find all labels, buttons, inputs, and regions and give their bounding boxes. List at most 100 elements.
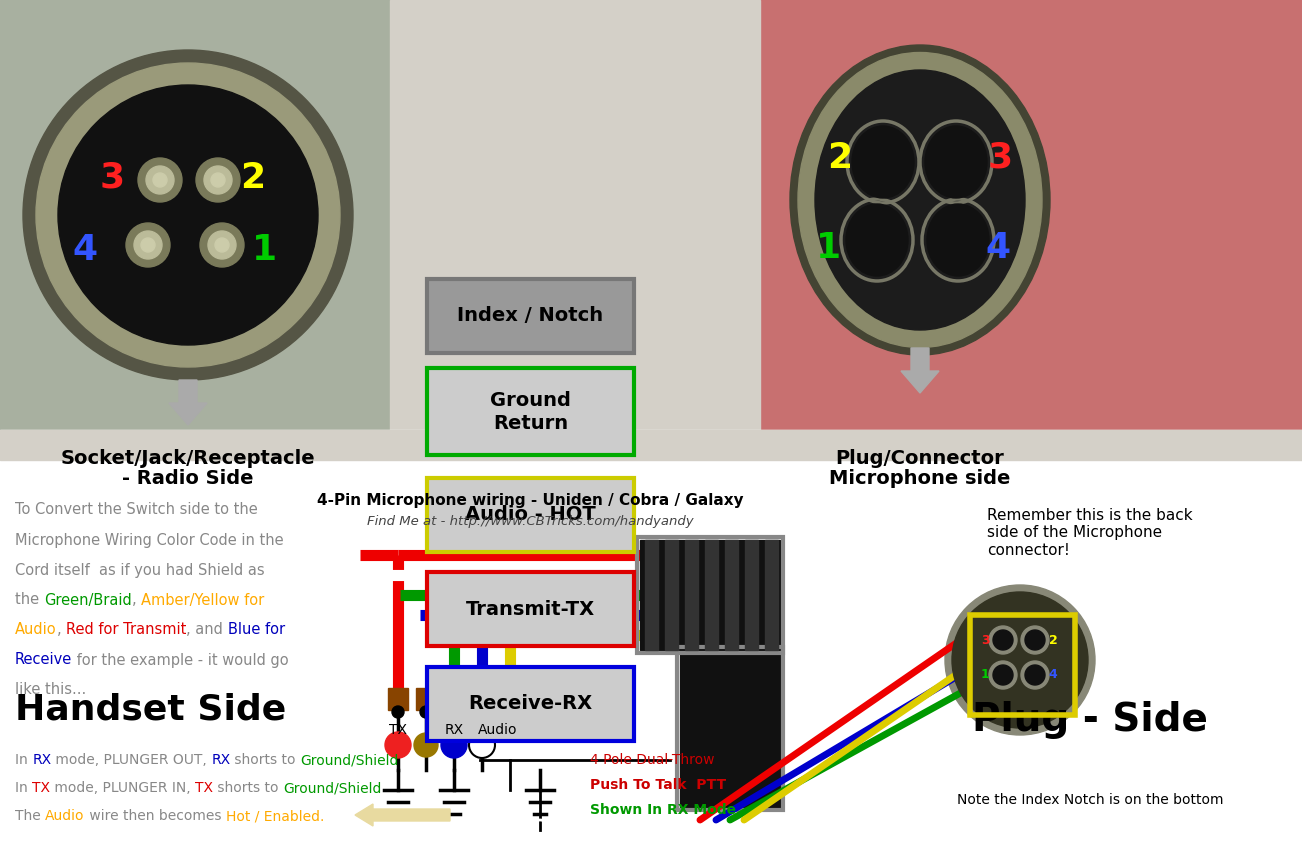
Ellipse shape: [815, 70, 1025, 330]
Circle shape: [441, 732, 467, 758]
FancyArrow shape: [901, 348, 939, 393]
Circle shape: [414, 733, 437, 757]
Text: Audio: Audio: [46, 809, 85, 823]
Text: Ground/Shield: Ground/Shield: [283, 781, 381, 795]
Bar: [680, 650, 780, 810]
Bar: [637, 537, 783, 653]
Text: Index / Notch: Index / Notch: [457, 306, 604, 325]
Circle shape: [215, 238, 229, 252]
Text: ,: ,: [132, 593, 141, 607]
Text: Plug/Connector: Plug/Connector: [836, 449, 1004, 468]
Circle shape: [993, 630, 1013, 650]
Circle shape: [204, 166, 232, 194]
Text: 4: 4: [986, 231, 1010, 265]
Text: for the example - it would go: for the example - it would go: [72, 652, 289, 668]
Bar: [641, 540, 780, 650]
Text: 3: 3: [987, 141, 1013, 175]
Bar: [473, 688, 492, 710]
Text: - Radio Side: - Radio Side: [122, 468, 254, 487]
Text: To Convert the Switch side to the: To Convert the Switch side to the: [16, 503, 258, 517]
Circle shape: [146, 166, 174, 194]
Bar: [704, 540, 717, 650]
Circle shape: [392, 706, 404, 718]
Text: TX: TX: [195, 781, 214, 795]
FancyBboxPatch shape: [427, 667, 634, 740]
Text: Red for Transmit: Red for Transmit: [66, 623, 186, 637]
Circle shape: [126, 223, 171, 267]
Text: Push To Talk  PTT: Push To Talk PTT: [590, 778, 727, 792]
Text: Blue for: Blue for: [228, 623, 285, 637]
Text: Cord itself  as if you had Shield as: Cord itself as if you had Shield as: [16, 563, 264, 577]
Circle shape: [993, 665, 1013, 685]
Ellipse shape: [924, 126, 987, 198]
Text: In: In: [16, 753, 33, 767]
Text: Shown In RX Mode: Shown In RX Mode: [590, 803, 736, 817]
Ellipse shape: [798, 52, 1042, 347]
Text: mode, PLUNGER IN,: mode, PLUNGER IN,: [49, 781, 195, 795]
FancyBboxPatch shape: [427, 279, 634, 353]
Text: 1: 1: [253, 233, 277, 267]
Circle shape: [990, 626, 1017, 654]
Circle shape: [1021, 626, 1049, 654]
Text: Green/Braid: Green/Braid: [44, 593, 132, 607]
Circle shape: [952, 592, 1088, 728]
Text: 3: 3: [980, 633, 990, 646]
Circle shape: [211, 173, 225, 187]
Ellipse shape: [790, 45, 1049, 355]
Text: 4: 4: [1048, 668, 1057, 681]
Bar: [677, 647, 783, 810]
Bar: [0, 0, 391, 430]
Circle shape: [1025, 630, 1046, 650]
Circle shape: [990, 661, 1017, 689]
Circle shape: [141, 238, 155, 252]
Text: Audio: Audio: [478, 723, 518, 737]
Circle shape: [469, 732, 495, 758]
Circle shape: [154, 173, 167, 187]
Text: Plug - Side: Plug - Side: [973, 701, 1208, 739]
Text: ,: ,: [56, 623, 66, 637]
FancyBboxPatch shape: [427, 368, 634, 456]
FancyBboxPatch shape: [427, 478, 634, 552]
Circle shape: [421, 706, 432, 718]
Circle shape: [59, 85, 318, 345]
Text: Ground/Shield: Ground/Shield: [301, 753, 398, 767]
Text: Audio - HOT: Audio - HOT: [465, 505, 596, 524]
FancyArrow shape: [169, 380, 207, 425]
Text: the: the: [16, 593, 44, 607]
Circle shape: [385, 732, 411, 758]
Circle shape: [448, 706, 460, 718]
Circle shape: [1021, 661, 1049, 689]
Text: RX: RX: [444, 723, 464, 737]
Bar: [417, 688, 436, 710]
Bar: [444, 688, 464, 710]
Text: , and: , and: [186, 623, 228, 637]
Text: Note the Index Notch is on the bottom: Note the Index Notch is on the bottom: [957, 793, 1224, 807]
Circle shape: [23, 50, 353, 380]
Bar: [970, 615, 1075, 715]
Text: wire then becomes: wire then becomes: [85, 809, 225, 823]
Text: Amber/Yellow for: Amber/Yellow for: [141, 593, 264, 607]
Text: Remember this is the back
side of the Microphone
connector!: Remember this is the back side of the Mi…: [987, 508, 1193, 558]
Text: Audio: Audio: [16, 623, 56, 637]
Text: 4: 4: [73, 233, 98, 267]
Bar: [388, 688, 408, 710]
Bar: [391, 0, 760, 430]
Text: Find Me at - http://www.CBTricks.com/handyandy: Find Me at - http://www.CBTricks.com/han…: [367, 516, 693, 529]
FancyArrow shape: [355, 804, 450, 826]
Circle shape: [208, 231, 236, 259]
Text: Transmit-TX: Transmit-TX: [466, 600, 595, 619]
Text: TX: TX: [33, 781, 49, 795]
Text: Socket/Jack/Receptacle: Socket/Jack/Receptacle: [61, 449, 315, 468]
Text: shorts to: shorts to: [230, 753, 301, 767]
Text: Ground
Return: Ground Return: [490, 390, 572, 433]
Text: 2: 2: [828, 141, 853, 175]
Text: 2: 2: [241, 161, 266, 195]
Text: 3: 3: [99, 161, 125, 195]
Ellipse shape: [927, 204, 990, 276]
Ellipse shape: [852, 126, 914, 198]
Bar: [644, 540, 658, 650]
Text: like this...: like this...: [16, 682, 86, 698]
Bar: [665, 540, 678, 650]
Text: The: The: [16, 809, 46, 823]
Circle shape: [36, 63, 340, 367]
